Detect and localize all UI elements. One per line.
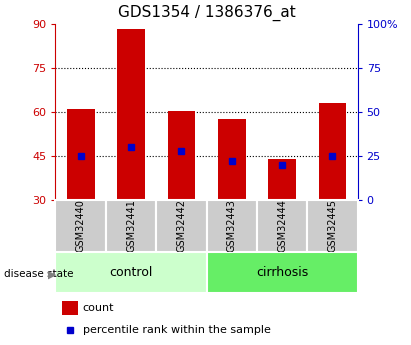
Text: GSM32442: GSM32442 — [176, 199, 186, 253]
Bar — [268, 159, 296, 200]
Text: GSM32441: GSM32441 — [126, 199, 136, 253]
Bar — [55, 252, 206, 293]
Text: GSM32445: GSM32445 — [328, 199, 337, 253]
Text: GSM32443: GSM32443 — [227, 199, 237, 253]
Bar — [257, 200, 307, 252]
Bar — [206, 252, 358, 293]
Text: ▶: ▶ — [48, 269, 57, 279]
Text: GSM32444: GSM32444 — [277, 199, 287, 253]
Text: cirrhosis: cirrhosis — [256, 266, 308, 279]
Text: percentile rank within the sample: percentile rank within the sample — [83, 325, 270, 335]
Bar — [67, 109, 95, 200]
Text: GSM32440: GSM32440 — [76, 199, 85, 253]
Bar — [117, 29, 145, 200]
Bar — [55, 200, 106, 252]
Bar — [307, 200, 358, 252]
Bar — [156, 200, 206, 252]
Bar — [106, 200, 156, 252]
Bar — [206, 200, 257, 252]
Text: control: control — [109, 266, 153, 279]
Bar — [62, 301, 78, 315]
Bar — [319, 104, 346, 200]
Text: count: count — [83, 303, 114, 313]
Bar — [168, 111, 195, 200]
Text: disease state: disease state — [4, 269, 74, 279]
Title: GDS1354 / 1386376_at: GDS1354 / 1386376_at — [118, 5, 296, 21]
Bar — [218, 119, 245, 200]
